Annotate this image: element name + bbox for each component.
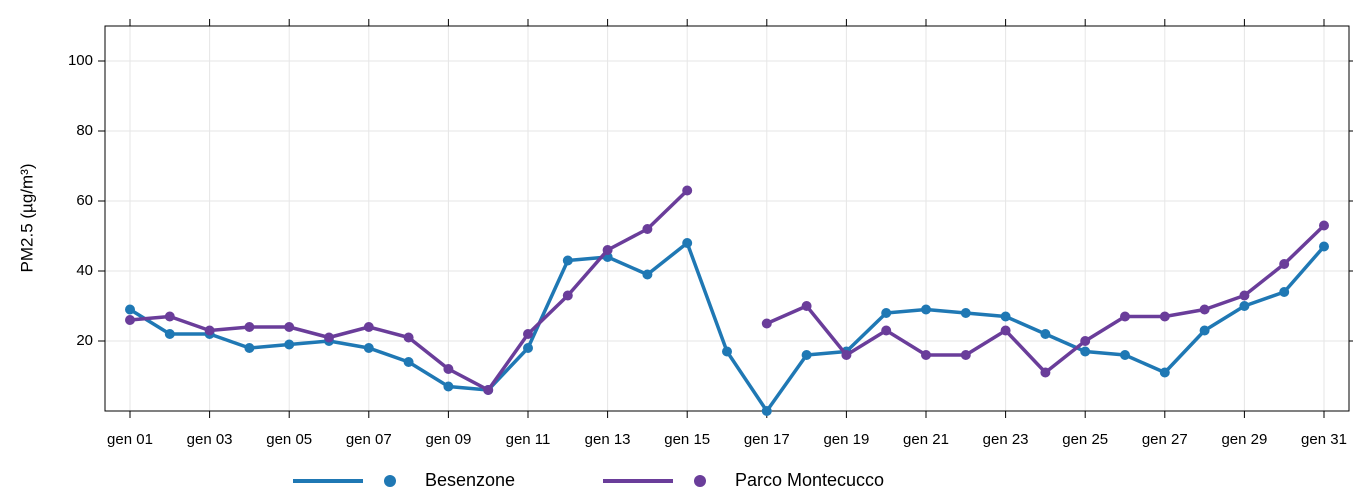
- point: [1120, 311, 1130, 322]
- y-tick-label: 80: [76, 122, 93, 139]
- point: [881, 325, 892, 336]
- y-tick-label: 20: [76, 332, 93, 349]
- point: [125, 304, 135, 315]
- x-tick-label: gen 07: [346, 431, 392, 448]
- point: [1239, 290, 1250, 301]
- series-line: [129, 189, 1326, 392]
- y-tick-label: 60: [76, 192, 93, 209]
- x-tick-label: gen 19: [823, 431, 869, 448]
- point: [125, 315, 135, 325]
- legend-marker: [694, 475, 706, 487]
- point: [1040, 367, 1051, 378]
- point: [1080, 346, 1091, 357]
- point: [761, 406, 772, 416]
- x-tick-label: gen 21: [903, 431, 949, 448]
- legend-label: Besenzone: [425, 470, 515, 490]
- point: [682, 238, 693, 248]
- point: [324, 332, 334, 343]
- point: [1000, 311, 1011, 322]
- point: [523, 329, 533, 339]
- point: [1279, 287, 1290, 297]
- legend-marker: [384, 475, 396, 487]
- point: [562, 255, 573, 266]
- point: [1159, 367, 1170, 378]
- point: [722, 346, 732, 357]
- point: [1080, 336, 1091, 346]
- point: [363, 322, 374, 332]
- x-tick-label: gen 29: [1221, 431, 1267, 448]
- y-tick-label: 40: [76, 262, 93, 279]
- x-tick-label: gen 17: [744, 431, 790, 448]
- point: [960, 350, 971, 360]
- point: [1319, 220, 1329, 231]
- point: [403, 357, 414, 367]
- point: [1279, 259, 1290, 269]
- point: [443, 381, 454, 392]
- point: [1159, 311, 1170, 322]
- y-axis-label: PM2.5 (µg/m³): [17, 164, 36, 273]
- point: [1040, 329, 1051, 339]
- point: [363, 343, 374, 353]
- point: [642, 269, 653, 280]
- point: [284, 322, 295, 332]
- point: [204, 325, 215, 336]
- point: [921, 304, 931, 315]
- x-tick-label: gen 15: [664, 431, 710, 448]
- point: [244, 343, 255, 353]
- point: [1000, 325, 1011, 336]
- x-tick-label: gen 05: [266, 431, 312, 448]
- x-tick-label: gen 13: [585, 431, 631, 448]
- point: [244, 322, 255, 332]
- x-tick-label: gen 03: [187, 431, 233, 448]
- point: [403, 332, 414, 343]
- point: [881, 308, 892, 318]
- series-line: [129, 241, 1326, 413]
- point: [164, 311, 175, 322]
- point: [1120, 350, 1130, 360]
- point: [761, 318, 772, 329]
- x-tick-label: gen 27: [1142, 431, 1188, 448]
- x-tick-label: gen 25: [1062, 431, 1108, 448]
- point: [642, 224, 653, 234]
- point: [1239, 301, 1250, 311]
- point: [960, 308, 971, 318]
- point: [682, 185, 693, 196]
- point: [1199, 304, 1210, 315]
- legend-label: Parco Montecucco: [735, 470, 884, 490]
- point: [1199, 325, 1210, 336]
- point: [284, 339, 295, 350]
- point: [801, 301, 812, 311]
- plot-frame: [104, 25, 1350, 412]
- x-tick-label: gen 09: [425, 431, 471, 448]
- point: [1319, 241, 1329, 252]
- x-tick-label: gen 01: [107, 431, 153, 448]
- point: [841, 350, 852, 360]
- point: [602, 245, 613, 255]
- x-tick-label: gen 31: [1301, 431, 1347, 448]
- point: [483, 385, 494, 395]
- point: [921, 350, 931, 360]
- point: [523, 343, 533, 353]
- point: [443, 364, 454, 374]
- point: [164, 329, 175, 339]
- x-tick-label: gen 23: [983, 431, 1029, 448]
- point: [801, 350, 812, 360]
- x-tick-label: gen 11: [506, 431, 551, 448]
- y-tick-label: 100: [68, 52, 93, 69]
- point: [562, 290, 573, 301]
